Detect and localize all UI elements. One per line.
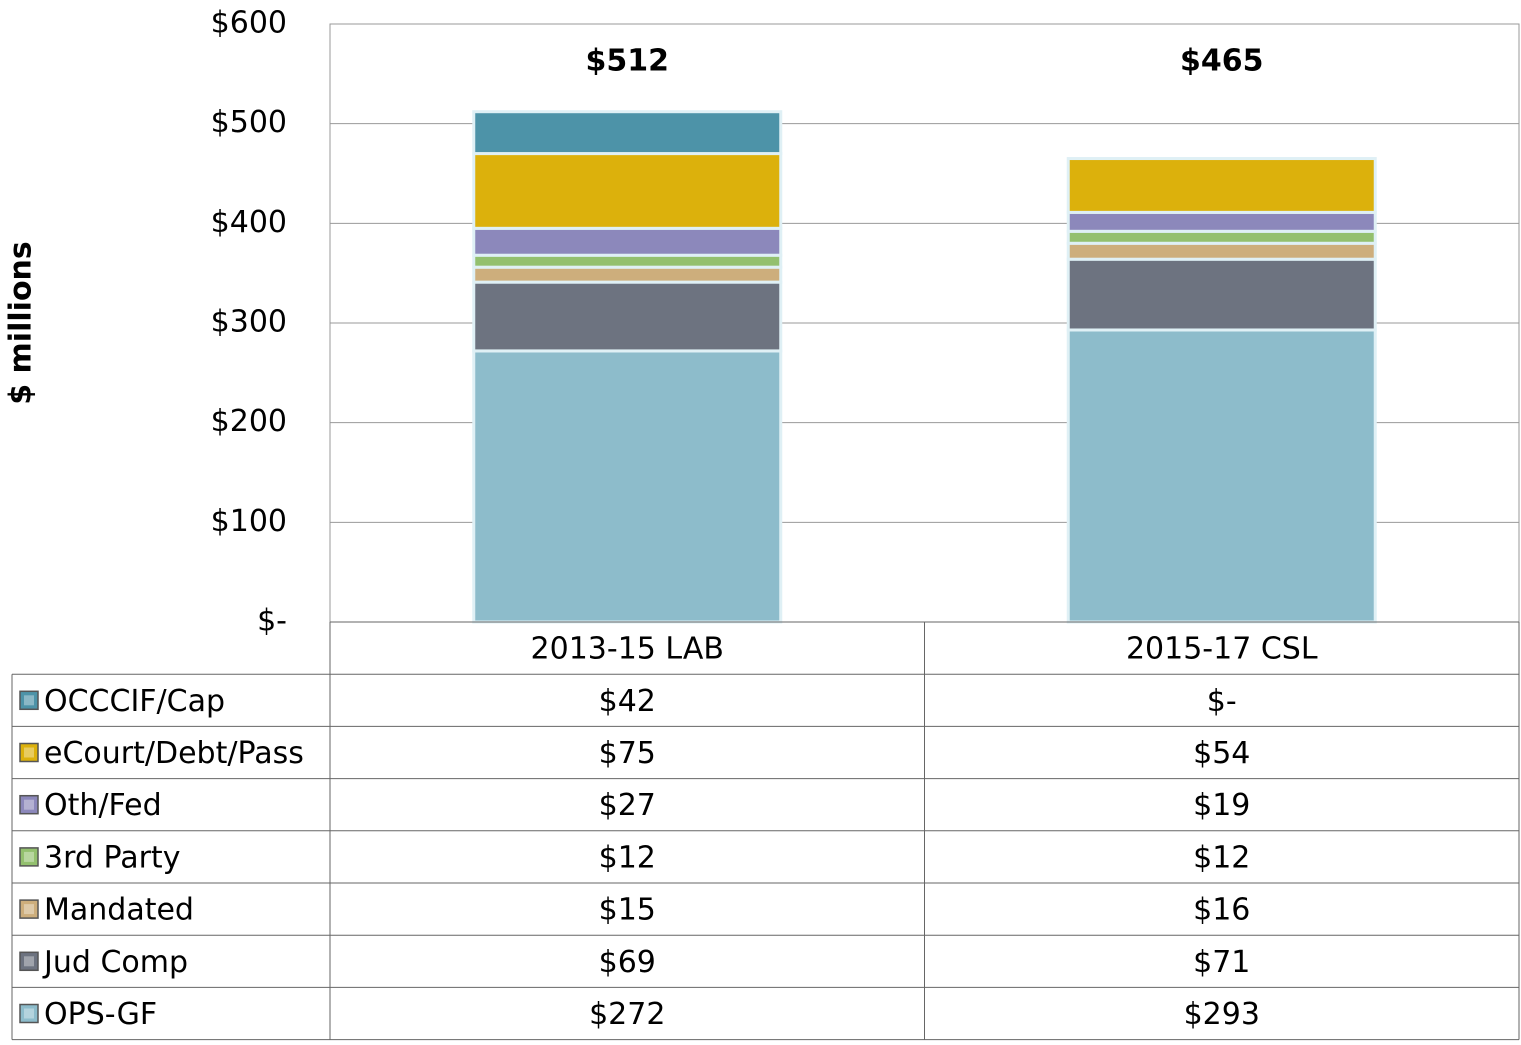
y-tick-label: $600: [211, 6, 287, 41]
bar-segment: [1066, 257, 1377, 332]
bar-segment: [1066, 157, 1377, 214]
table-value: $293: [1184, 997, 1260, 1032]
table-value: $27: [599, 788, 656, 823]
bar-segment: [472, 265, 783, 284]
bar-segment: [1066, 229, 1377, 245]
x-tick-label: 2015-17 CSL: [1126, 632, 1318, 667]
y-tick-label: $500: [211, 105, 287, 140]
total-label: $465: [1180, 44, 1264, 79]
legend-swatch-inner: [24, 956, 34, 967]
table-value: $12: [599, 840, 656, 875]
bar-segment: [1066, 241, 1377, 261]
y-tick-label: $200: [211, 404, 287, 439]
table-value: $54: [1193, 736, 1250, 771]
bar-segment: [472, 253, 783, 269]
table-value: $75: [599, 736, 656, 771]
legend-label: Jud Comp: [42, 945, 188, 980]
bar-segment: [472, 226, 783, 257]
legend-label: OCCCIF/Cap: [44, 684, 225, 719]
y-tick-label: $400: [211, 205, 287, 240]
y-axis-label: $ millions: [4, 241, 39, 405]
legend-swatch: [19, 1003, 39, 1024]
table-value: $-: [1207, 684, 1237, 719]
legend-swatch-inner: [24, 747, 34, 758]
legend-swatch: [19, 690, 39, 711]
table-value: $12: [1193, 840, 1250, 875]
y-tick-label: $100: [211, 504, 287, 539]
legend-label: Oth/Fed: [44, 788, 162, 823]
legend-swatch: [19, 899, 39, 919]
y-tick-label: $-: [257, 604, 287, 639]
bar-segment: [472, 349, 783, 624]
legend-label: OPS-GF: [44, 997, 157, 1032]
bar-segment: [1066, 210, 1377, 233]
legend-swatch-inner: [24, 851, 34, 862]
bar-segment: [472, 152, 783, 230]
bar-segment: [1066, 328, 1377, 624]
x-tick-label: 2013-15 LAB: [531, 632, 724, 667]
legend-swatch: [19, 742, 39, 763]
table-value: $15: [599, 893, 656, 928]
y-tick-label: $300: [211, 305, 287, 340]
table-value: $16: [1193, 893, 1250, 928]
legend-label: 3rd Party: [44, 840, 180, 875]
table-value: $69: [599, 945, 656, 980]
bar-segment: [472, 280, 783, 353]
legend-swatch-inner: [24, 904, 34, 915]
legend-swatch: [19, 794, 39, 815]
legend-swatch-inner: [24, 799, 34, 810]
table-value: $71: [1193, 945, 1250, 980]
legend-label: Mandated: [44, 893, 194, 928]
legend-swatch: [19, 951, 39, 972]
legend-label: eCourt/Debt/Pass: [44, 736, 304, 771]
table-value: $272: [589, 997, 665, 1032]
bar-segment: [472, 110, 783, 156]
table-value: $42: [599, 684, 656, 719]
table-value: $19: [1193, 788, 1250, 823]
total-label: $512: [586, 44, 670, 79]
legend-swatch-inner: [24, 1008, 34, 1019]
legend-swatch: [19, 847, 39, 867]
legend-swatch-inner: [24, 695, 34, 706]
